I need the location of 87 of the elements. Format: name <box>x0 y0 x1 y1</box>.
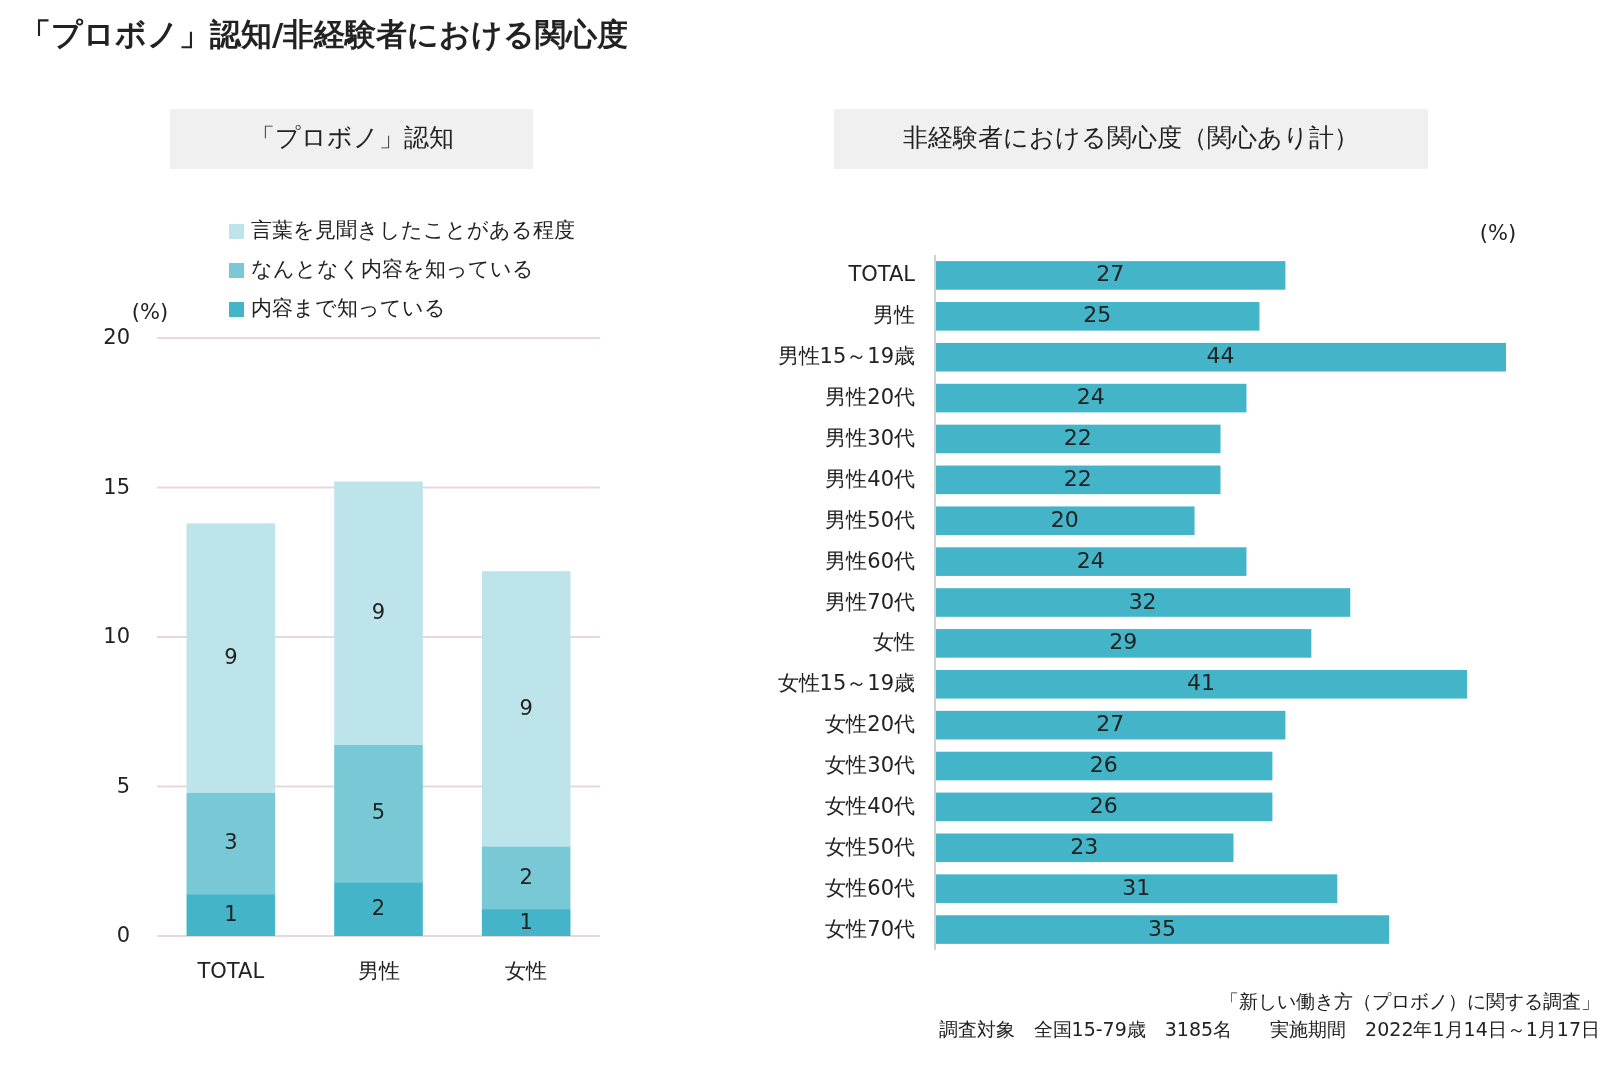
bar <box>936 588 1351 617</box>
data-label: 1 <box>224 902 238 927</box>
data-label: 2 <box>371 896 386 921</box>
legend-label: なんとなく内容を知っている <box>251 257 534 281</box>
data-label: 27 <box>1096 261 1125 287</box>
bar <box>186 523 276 793</box>
y-tick-label: 男性60代 <box>825 548 915 573</box>
y-tick-label: 男性40代 <box>825 466 915 491</box>
bar <box>481 571 571 847</box>
data-label: 9 <box>371 600 386 625</box>
y-tick-label: TOTAL <box>847 262 916 287</box>
legend-label: 言葉を見聞きしたことがある程度 <box>251 218 575 242</box>
data-label: 3 <box>224 830 238 855</box>
bar <box>936 465 1221 495</box>
y-tick-label: 男性70代 <box>825 589 915 614</box>
bar <box>936 792 1273 822</box>
data-label: 35 <box>1148 915 1177 941</box>
data-label: 27 <box>1096 711 1125 737</box>
y-tick-label: 男性30代 <box>825 425 915 450</box>
data-label: 44 <box>1206 343 1235 369</box>
data-label: 41 <box>1187 670 1216 696</box>
bar <box>936 547 1247 576</box>
bar <box>334 744 423 883</box>
y-tick-label: 女性40代 <box>825 793 915 818</box>
bar <box>936 424 1221 454</box>
y-tick-label: 男性 <box>873 303 915 328</box>
bar <box>936 629 1312 658</box>
y-tick-label: 男性50代 <box>825 507 915 532</box>
y-tick-label: 女性20代 <box>825 712 915 737</box>
data-label: 5 <box>371 800 386 825</box>
bar <box>334 882 423 936</box>
bar <box>936 874 1338 903</box>
data-label: 2 <box>519 864 533 889</box>
data-label: 22 <box>1063 424 1092 450</box>
x-tick-label: 女性 <box>505 959 548 983</box>
y-tick-label: 0 <box>116 923 130 947</box>
data-label: 20 <box>1050 506 1079 532</box>
bar <box>936 383 1247 413</box>
bar <box>334 481 423 745</box>
y-tick-label: 女性15～19歳 <box>777 671 915 696</box>
chart-title: 「プロボノ」認知 <box>249 123 454 152</box>
bar <box>936 710 1286 740</box>
data-label: 23 <box>1070 833 1099 859</box>
bar <box>481 846 571 910</box>
data-label: 22 <box>1063 465 1092 491</box>
bar <box>936 261 1286 290</box>
y-tick-label: 10 <box>103 624 130 648</box>
text: 調査対象 全国15-79歳 3185名 実施期間 2022年1月14日～1月17日 <box>938 1017 1600 1040</box>
data-label: 31 <box>1122 874 1151 900</box>
data-label: 26 <box>1089 752 1118 778</box>
bar <box>936 506 1195 536</box>
y-tick-label: 女性60代 <box>825 875 915 900</box>
y-tick-label: 女性70代 <box>825 916 915 941</box>
y-tick-label: 男性15～19歳 <box>777 344 915 369</box>
data-label: 24 <box>1076 384 1105 410</box>
legend-label: 内容まで知っている <box>251 296 446 320</box>
data-label: 9 <box>224 644 238 669</box>
bar <box>936 342 1506 372</box>
y-tick-label: 男性20代 <box>825 385 915 410</box>
bar <box>481 909 571 936</box>
y-tick-label: 15 <box>103 474 130 499</box>
x-tick-label: 男性 <box>357 959 400 983</box>
bar <box>186 792 276 895</box>
bar <box>936 833 1234 863</box>
x-axis-title: (%) <box>1479 221 1517 245</box>
chart-title: 非経験者における関心度（関心あり計） <box>903 123 1359 152</box>
data-label: 32 <box>1128 588 1157 614</box>
text: 「プロボノ」認知/非経験者における関心度 <box>20 15 629 52</box>
y-tick-label: 20 <box>103 325 130 349</box>
bar <box>936 751 1273 781</box>
data-label: 29 <box>1109 629 1138 655</box>
text: 「新しい働き方（プロボノ）に関する調査」 <box>1220 989 1600 1012</box>
data-label: 9 <box>519 695 533 720</box>
bar <box>186 894 276 936</box>
data-label: 25 <box>1083 302 1112 328</box>
data-label: 1 <box>519 909 533 934</box>
y-axis-title: (%) <box>131 300 169 324</box>
bar <box>936 302 1260 331</box>
bar <box>936 669 1468 699</box>
y-tick-label: 女性30代 <box>825 753 915 778</box>
y-tick-label: 5 <box>116 773 130 798</box>
y-tick-label: 女性 <box>873 630 915 655</box>
data-label: 26 <box>1089 792 1118 818</box>
bar <box>936 915 1390 944</box>
data-label: 24 <box>1076 547 1105 573</box>
x-tick-label: TOTAL <box>196 959 265 983</box>
y-tick-label: 女性50代 <box>825 834 915 859</box>
